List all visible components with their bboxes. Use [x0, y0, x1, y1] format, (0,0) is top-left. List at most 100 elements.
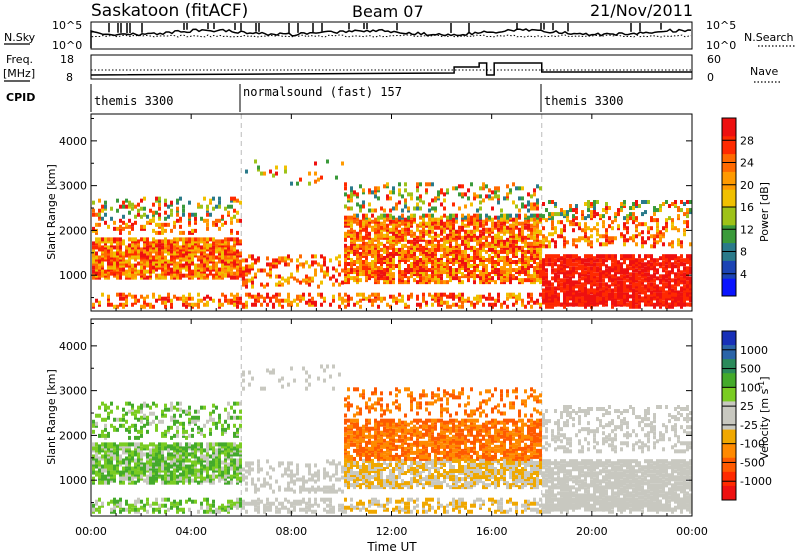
echo-cell: [95, 472, 98, 477]
echo-cell: [155, 255, 158, 260]
echo-cell: [407, 268, 410, 273]
echo-cell: [497, 257, 500, 262]
echo-cell: [170, 446, 173, 451]
echo-cell: [218, 267, 221, 272]
echo-cell: [134, 427, 137, 432]
echo-cell: [686, 268, 689, 273]
echo-cell: [527, 270, 530, 275]
echo-cell: [614, 302, 617, 307]
echo-cell: [482, 231, 485, 236]
echo-cell: [575, 284, 578, 289]
echo-cell: [359, 235, 362, 240]
echo-cell: [170, 298, 173, 303]
echo-cell: [641, 288, 644, 293]
echo-cell: [401, 298, 404, 303]
echo-cell: [152, 265, 155, 270]
echo-cell: [647, 294, 650, 299]
echo-cell: [479, 272, 482, 277]
echo-cell: [170, 435, 173, 440]
echo-cell: [551, 226, 554, 231]
echo-cell: [653, 278, 656, 283]
echo-cell: [341, 300, 344, 305]
echo-cell: [134, 263, 137, 268]
echo-cell: [674, 260, 677, 265]
echo-cell: [128, 454, 131, 459]
echo-cell: [590, 270, 593, 275]
echo-cell: [197, 204, 200, 209]
echo-cell: [638, 258, 641, 263]
echo-cell: [386, 259, 389, 264]
echo-cell: [653, 206, 656, 211]
colorbar-tick-label: 28: [740, 134, 754, 147]
echo-cell: [158, 509, 161, 514]
echo-cell: [575, 210, 578, 215]
echo-cell: [650, 226, 653, 231]
echo-cell: [578, 302, 581, 307]
echo-cell: [593, 206, 596, 211]
echo-cell: [662, 202, 665, 207]
echo-cell: [395, 227, 398, 232]
echo-cell: [374, 190, 377, 195]
echo-cell: [416, 266, 419, 271]
echo-cell: [683, 280, 686, 285]
echo-cell: [689, 276, 692, 281]
echo-cell: [332, 294, 335, 299]
echo-cell: [656, 292, 659, 297]
echo-cell: [536, 206, 539, 211]
echo-cell: [467, 196, 470, 201]
echo-cell: [455, 237, 458, 242]
echo-cell: [440, 292, 443, 297]
echo-cell: [179, 247, 182, 252]
echo-cell: [401, 257, 404, 262]
echo-cell: [341, 280, 344, 285]
echo-cell: [425, 255, 428, 260]
echo-cell: [446, 253, 449, 258]
echo-cell: [131, 456, 134, 461]
echo-cell: [125, 271, 128, 276]
echo-cell: [212, 273, 215, 278]
echo-cell: [254, 159, 257, 164]
echo-cell: [575, 258, 578, 263]
echo-cell: [677, 294, 680, 299]
echo-cell: [230, 275, 233, 280]
echo-cell: [164, 249, 167, 254]
echo-cell: [371, 264, 374, 269]
nsky-line: [90, 28, 692, 48]
echo-cell: [425, 223, 428, 228]
echo-cell: [524, 257, 527, 262]
echo-cell: [101, 503, 104, 508]
echo-cell: [590, 262, 593, 267]
echo-cell: [467, 245, 470, 250]
echo-cell: [107, 411, 110, 416]
echo-cell: [500, 227, 503, 232]
echo-cell: [362, 200, 365, 205]
echo-cell: [464, 268, 467, 273]
echo-cell: [233, 208, 236, 213]
echo-cell: [563, 280, 566, 285]
echo-cell: [380, 221, 383, 226]
echo-cell: [116, 458, 119, 463]
echo-cell: [557, 268, 560, 273]
echo-cell: [530, 298, 533, 303]
echo-cell: [470, 219, 473, 224]
echo-cell: [686, 280, 689, 285]
echo-cell: [263, 171, 266, 176]
echo-cell: [665, 272, 668, 277]
echo-cell: [446, 304, 449, 309]
echo-cell: [98, 456, 101, 461]
echo-cell: [92, 454, 95, 459]
echo-cell: [464, 223, 467, 228]
echo-cell: [131, 267, 134, 272]
echo-cell: [143, 239, 146, 244]
echo-cell: [488, 188, 491, 193]
echo-cell: [191, 304, 194, 309]
echo-cell: [473, 280, 476, 285]
colorbar-swatch: [722, 260, 736, 279]
echo-cell: [689, 286, 692, 291]
echo-cell: [413, 272, 416, 277]
echo-cell: [536, 268, 539, 273]
echo-cell: [455, 243, 458, 248]
echo-cell: [689, 284, 692, 289]
echo-cell: [377, 304, 380, 309]
